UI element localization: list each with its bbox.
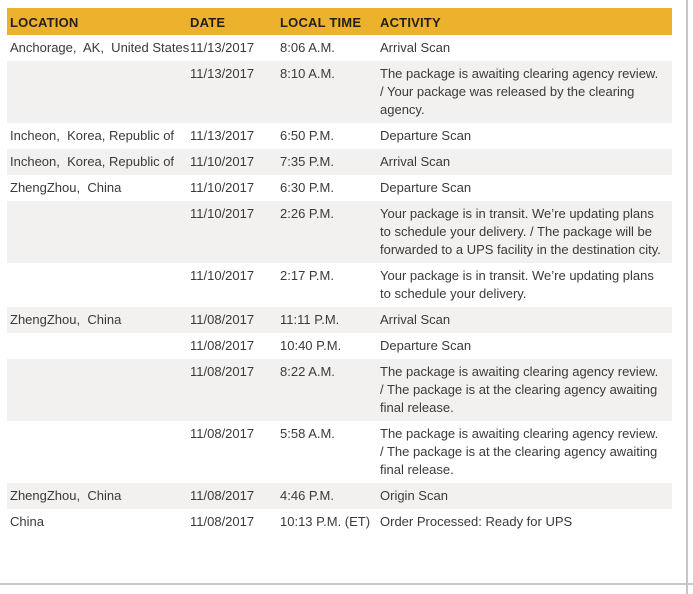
cell-activity: Arrival Scan — [380, 40, 451, 55]
cell-local-time: 8:06 A.M. — [280, 40, 335, 55]
cell-local-time: 2:17 P.M. — [280, 268, 334, 283]
cell-activity: Departure Scan — [380, 128, 472, 143]
cell-local-time: 10:13 P.M. (ET) — [280, 514, 371, 529]
cell-activity: Your package is in transit. We’re updati… — [380, 268, 654, 301]
table-body: Anchorage, AK, United States 11/13/2017 … — [7, 35, 672, 535]
cell-local-time: 7:35 P.M. — [280, 154, 334, 169]
cell-date: 11/08/2017 — [190, 364, 255, 379]
cell-date: 11/08/2017 — [190, 338, 255, 353]
cell-activity: Departure Scan — [380, 180, 472, 195]
cell-local-time: 6:50 P.M. — [280, 128, 334, 143]
cell-location: Incheon, Korea, Republic of — [10, 128, 175, 143]
cell-date: 11/08/2017 — [190, 514, 255, 529]
cell-date: 11/10/2017 — [190, 154, 255, 169]
shipment-progress-table: LOCATION DATE LOCAL TIME ACTIVITY Anchor… — [7, 8, 672, 535]
cell-activity: Arrival Scan — [380, 312, 451, 327]
right-edge-border — [686, 0, 688, 594]
cell-local-time: 2:26 P.M. — [280, 206, 334, 221]
cell-activity: Origin Scan — [380, 488, 448, 503]
column-header-activity: ACTIVITY — [380, 14, 441, 30]
table-row: Incheon, Korea, Republic of 11/10/2017 7… — [7, 149, 672, 175]
table-row: Incheon, Korea, Republic of 11/13/2017 6… — [7, 123, 672, 149]
table-row: 11/10/2017 2:26 P.M. Your package is in … — [7, 201, 672, 263]
table-row: Anchorage, AK, United States 11/13/2017 … — [7, 35, 672, 61]
table-row: 11/08/2017 8:22 A.M. The package is awai… — [7, 359, 672, 421]
cell-date: 11/10/2017 — [190, 268, 255, 283]
cell-location: ZhengZhou, China — [10, 180, 122, 195]
table-row: ZhengZhou, China 11/08/2017 11:11 P.M. A… — [7, 307, 672, 333]
cell-local-time: 8:10 A.M. — [280, 66, 335, 81]
cell-local-time: 6:30 P.M. — [280, 180, 334, 195]
cell-local-time: 5:58 A.M. — [280, 426, 335, 441]
cell-location: ZhengZhou, China — [10, 312, 122, 327]
table-row: 11/13/2017 8:10 A.M. The package is awai… — [7, 61, 672, 123]
cell-activity: Order Processed: Ready for UPS — [380, 514, 573, 529]
cell-date: 11/08/2017 — [190, 488, 255, 503]
cell-local-time: 11:11 P.M. — [280, 312, 340, 327]
cell-date: 11/13/2017 — [190, 128, 255, 143]
column-header-location: LOCATION — [10, 14, 79, 30]
cell-activity: Departure Scan — [380, 338, 472, 353]
cell-activity: Arrival Scan — [380, 154, 451, 169]
table-row: 11/10/2017 2:17 P.M. Your package is in … — [7, 263, 672, 307]
cell-location: Anchorage, AK, United States — [10, 40, 190, 55]
table-row: ZhengZhou, China 11/08/2017 4:46 P.M. Or… — [7, 483, 672, 509]
cell-date: 11/08/2017 — [190, 426, 255, 441]
cell-location: Incheon, Korea, Republic of — [10, 154, 175, 169]
cell-activity: The package is awaiting clearing agency … — [380, 364, 659, 415]
bottom-divider — [0, 583, 693, 585]
cell-date: 11/13/2017 — [190, 66, 255, 81]
cell-date: 11/13/2017 — [190, 40, 255, 55]
cell-date: 11/10/2017 — [190, 206, 255, 221]
cell-local-time: 8:22 A.M. — [280, 364, 335, 379]
table-row: ZhengZhou, China 11/10/2017 6:30 P.M. De… — [7, 175, 672, 201]
cell-date: 11/10/2017 — [190, 180, 255, 195]
cell-local-time: 10:40 P.M. — [280, 338, 342, 353]
cell-activity: The package is awaiting clearing agency … — [380, 66, 659, 117]
cell-location: ZhengZhou, China — [10, 488, 122, 503]
table-row: 11/08/2017 5:58 A.M. The package is awai… — [7, 421, 672, 483]
cell-activity: The package is awaiting clearing agency … — [380, 426, 659, 477]
cell-local-time: 4:46 P.M. — [280, 488, 334, 503]
column-header-date: DATE — [190, 14, 226, 30]
cell-date: 11/08/2017 — [190, 312, 255, 327]
column-header-local-time: LOCAL TIME — [280, 14, 362, 30]
cell-location: China — [10, 514, 44, 529]
cell-activity: Your package is in transit. We’re updati… — [380, 206, 661, 257]
table-row: China 11/08/2017 10:13 P.M. (ET) Order P… — [7, 509, 672, 535]
table-header-row: LOCATION DATE LOCAL TIME ACTIVITY — [7, 8, 672, 35]
table-row: 11/08/2017 10:40 P.M. Departure Scan — [7, 333, 672, 359]
